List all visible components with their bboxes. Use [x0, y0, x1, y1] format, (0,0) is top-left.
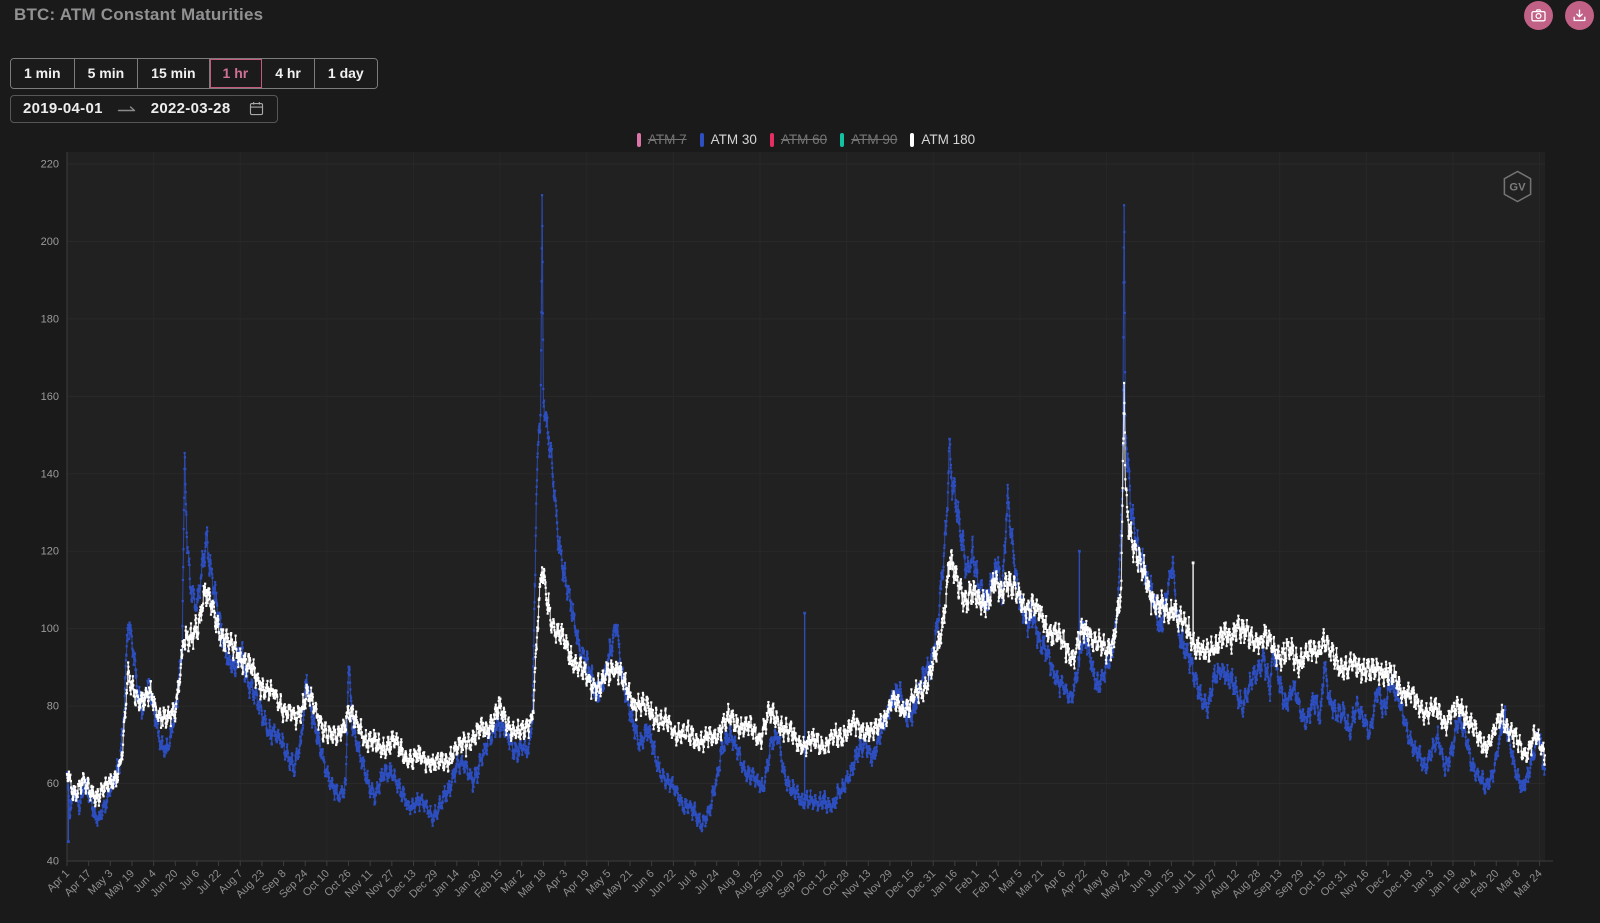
interval-button-5-min[interactable]: 5 min	[74, 59, 139, 88]
y-axis-tick-label: 120	[41, 546, 59, 558]
interval-button-1-min[interactable]: 1 min	[11, 59, 75, 88]
y-axis-tick-label: 160	[41, 391, 59, 403]
legend-label: ATM 60	[780, 132, 828, 147]
interval-button-1-day[interactable]: 1 day	[314, 59, 377, 88]
calendar-icon[interactable]	[248, 100, 265, 117]
legend-item-ATM-7[interactable]: ATM 7	[636, 132, 687, 147]
legend-marker-icon	[699, 132, 704, 147]
x-axis-tick-label: Jul 24	[693, 868, 722, 897]
download-button[interactable]	[1565, 1, 1594, 30]
y-axis-tick-label: 80	[47, 701, 59, 713]
screenshot-button[interactable]	[1524, 1, 1553, 30]
range-arrow-icon	[117, 104, 137, 114]
interval-button-1-hr[interactable]: 1 hr	[209, 59, 263, 88]
legend-label: ATM 7	[647, 132, 687, 147]
date-from-value[interactable]: 2019-04-01	[23, 100, 103, 117]
date-range-picker[interactable]: 2019-04-01 2022-03-28	[10, 95, 279, 123]
interval-button-15-min[interactable]: 15 min	[138, 59, 210, 88]
legend-item-ATM-90[interactable]: ATM 90	[840, 132, 897, 147]
x-axis-tick-label: Jul 22	[194, 868, 223, 897]
legend-label: ATM 30	[710, 132, 757, 147]
legend-marker-icon	[769, 132, 774, 147]
y-axis-tick-label: 40	[47, 856, 59, 868]
legend-marker-icon	[840, 132, 845, 147]
camera-icon	[1530, 7, 1547, 24]
legend-item-ATM-60[interactable]: ATM 60	[769, 132, 828, 147]
legend-marker-icon	[636, 132, 641, 147]
y-axis-tick-label: 140	[41, 468, 59, 480]
legend-label: ATM 90	[851, 132, 898, 147]
legend-marker-icon	[910, 132, 915, 147]
legend-label: ATM 180	[921, 132, 976, 147]
y-axis-tick-label: 220	[41, 159, 59, 171]
y-axis-tick-label: 200	[41, 236, 59, 248]
interval-group: 1 min 5 min 15 min 1 hr 4 hr 1 day	[10, 58, 378, 89]
legend-item-ATM-180[interactable]: ATM 180	[910, 132, 975, 147]
legend-item-ATM-30[interactable]: ATM 30	[699, 132, 757, 147]
legend: ATM 7 ATM 30 ATM 60 ATM 90 ATM 180	[67, 132, 1545, 147]
date-to-value[interactable]: 2022-03-28	[150, 100, 231, 117]
gv-watermark-logo: GV	[1501, 169, 1534, 209]
y-axis-tick-label: 180	[41, 313, 59, 325]
gv-watermark-text: GV	[1509, 181, 1526, 193]
interval-button-4-hr[interactable]: 4 hr	[262, 59, 315, 88]
y-axis-tick-label: 60	[47, 778, 59, 790]
y-axis-tick-label: 100	[41, 623, 59, 635]
header-actions	[1524, 1, 1594, 30]
page-title: BTC: ATM Constant Maturities	[14, 5, 264, 24]
download-icon	[1571, 7, 1588, 24]
